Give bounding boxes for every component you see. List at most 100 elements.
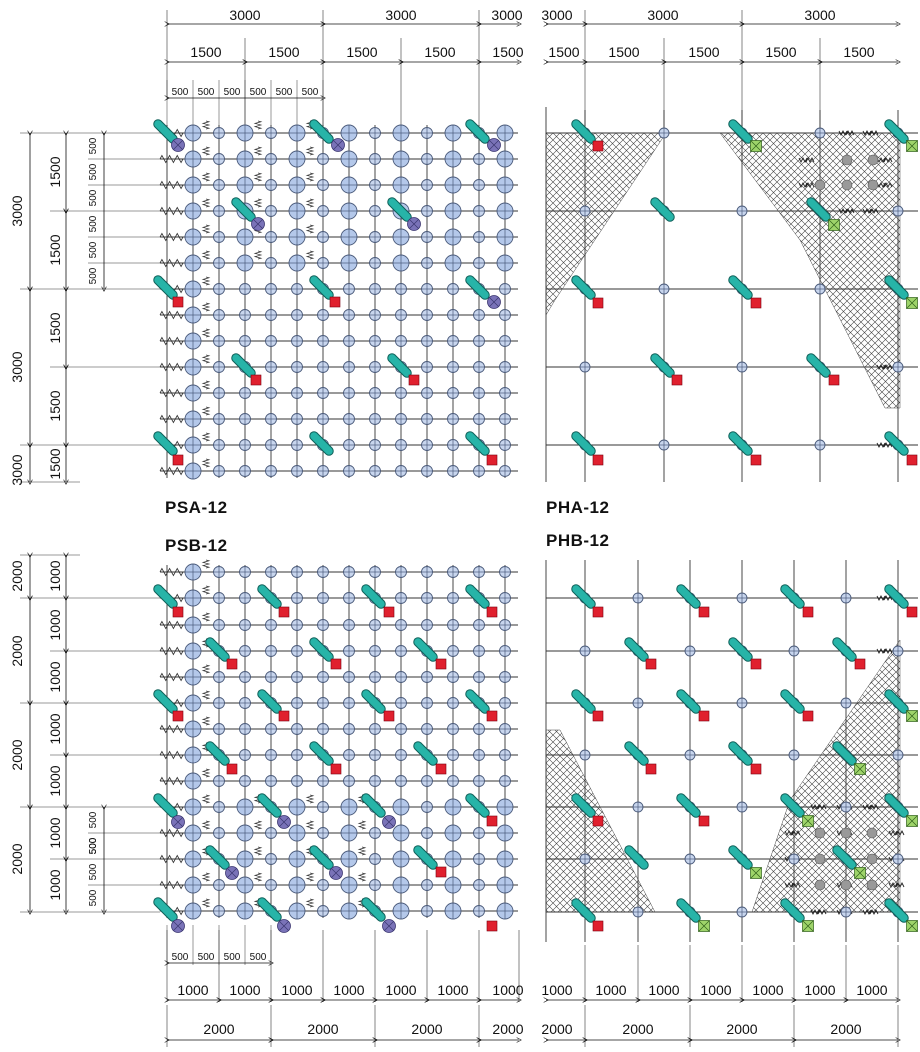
purple-marker: [407, 217, 421, 231]
psb-node: [317, 566, 329, 578]
red-marker: [172, 296, 184, 308]
psa-node: [369, 153, 381, 165]
dimension-label: 2000: [492, 1021, 523, 1037]
spring: [159, 258, 184, 268]
dimension-label: 1000: [700, 982, 731, 998]
purple-marker: [382, 919, 396, 933]
pile-body: [466, 120, 489, 143]
phb-node: [736, 697, 748, 709]
spring-cluster: [862, 207, 879, 215]
red-marker: [750, 763, 762, 775]
spring-vertical: [253, 872, 263, 882]
psb-node: [392, 824, 410, 842]
psa-node: [340, 150, 358, 168]
psb-node: [236, 824, 254, 842]
psa-node: [473, 231, 485, 243]
dimension-label: 3000: [9, 454, 25, 485]
panel-title-phb: PHB-12: [546, 531, 609, 550]
pha-node: [892, 361, 904, 373]
red-marker: [592, 140, 604, 152]
psa-node: [392, 228, 410, 246]
pile-body: [885, 690, 908, 713]
dimension-label: 2000: [9, 843, 25, 874]
psa-node: [317, 309, 329, 321]
pile-body: [677, 794, 700, 817]
psb-node: [317, 801, 329, 813]
psa-node: [421, 257, 433, 269]
psa-node: [499, 439, 511, 451]
psa-node: [447, 361, 459, 373]
red-marker: [172, 454, 184, 466]
dimension-label: 2000: [203, 1021, 234, 1037]
psa-node: [317, 387, 329, 399]
psb-node: [184, 824, 202, 842]
purple-marker-cross: [173, 140, 183, 150]
dimension-label: 500: [198, 952, 215, 963]
psa-node: [265, 283, 277, 295]
purple-marker-cross: [384, 817, 394, 827]
red-marker: [486, 454, 498, 466]
psb-node: [369, 645, 381, 657]
psb-node: [340, 850, 358, 868]
pile-body: [466, 432, 489, 455]
inner-node: [814, 827, 826, 839]
pile-body: [625, 742, 648, 765]
red-marker: [592, 920, 604, 932]
psb-node: [395, 697, 407, 709]
psa-node: [496, 202, 514, 220]
green-marker-cross: [750, 140, 762, 152]
psa-node: [265, 127, 277, 139]
psb-node: [369, 723, 381, 735]
psb-node: [317, 671, 329, 683]
pha-node: [814, 283, 826, 295]
psa-node: [369, 361, 381, 373]
psb-node: [265, 853, 277, 865]
psb-node: [499, 775, 511, 787]
dimension-label: 1000: [804, 982, 835, 998]
dimension-label: 2000: [307, 1021, 338, 1037]
pile-body: [362, 690, 385, 713]
pile-body: [258, 585, 281, 608]
green-marker-cross: [750, 867, 762, 879]
spring-vertical: [253, 250, 263, 260]
phb-node: [840, 801, 852, 813]
spring: [159, 567, 184, 577]
spring-vertical: [201, 664, 211, 674]
psb-node: [184, 589, 202, 607]
spring-cluster: [838, 129, 855, 137]
psb-node: [213, 827, 225, 839]
dimension-label: 500: [88, 863, 99, 880]
psa-node: [473, 413, 485, 425]
red-marker: [592, 815, 604, 827]
psa-node: [499, 387, 511, 399]
psb-node: [317, 905, 329, 917]
psb-node: [392, 876, 410, 894]
spring-vertical: [201, 612, 211, 622]
spring: [159, 362, 184, 372]
psb-node: [369, 853, 381, 865]
psa-node: [265, 153, 277, 165]
spring-cluster: [876, 647, 893, 655]
spring: [159, 336, 184, 346]
dimension-label: 3000: [385, 7, 416, 23]
psb-node: [473, 853, 485, 865]
psa-node: [473, 153, 485, 165]
psa-node: [265, 387, 277, 399]
inner-node: [867, 154, 879, 166]
psb-node: [317, 879, 329, 891]
red-marker: [486, 920, 498, 932]
psa-node: [265, 361, 277, 373]
psb-node: [369, 827, 381, 839]
spring-vertical: [201, 820, 211, 830]
psb-node: [184, 720, 202, 738]
pha-node: [579, 205, 591, 217]
green-marker-cross: [828, 219, 840, 231]
psa-node: [236, 254, 254, 272]
spring: [159, 880, 184, 890]
pile-body: [154, 585, 177, 608]
psb-node: [421, 905, 433, 917]
psb-node: [421, 592, 433, 604]
psb-node: [265, 645, 277, 657]
pile-body: [885, 585, 908, 608]
red-marker: [750, 454, 762, 466]
